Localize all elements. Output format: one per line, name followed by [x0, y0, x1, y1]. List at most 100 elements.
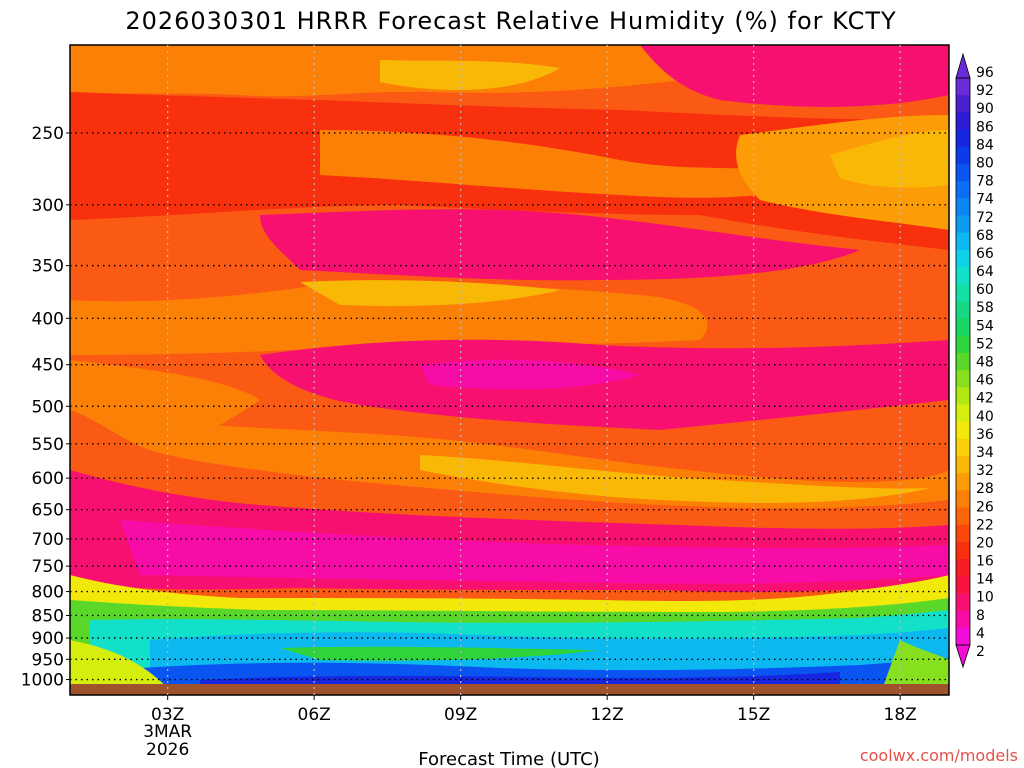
surface-dry-wedge: [70, 640, 170, 690]
y-tick-label: 650: [32, 501, 64, 521]
colorbar-label: 42: [976, 391, 994, 407]
y-tick-label: 450: [32, 356, 64, 376]
colorbar-swatch: [956, 610, 970, 629]
x-axis-label: Forecast Time (UTC): [418, 749, 599, 768]
colorbar-swatch: [956, 438, 970, 457]
colorbar-label: 66: [976, 246, 994, 262]
colorbar-swatch: [956, 335, 970, 354]
colorbar-label: 90: [976, 101, 994, 117]
colorbar-swatch: [956, 370, 970, 388]
colorbar-label: 80: [976, 155, 994, 171]
ground-below-surface: [70, 684, 949, 695]
colorbar-label: 46: [976, 373, 994, 389]
colorbar-label: 26: [976, 499, 994, 515]
colorbar-label: 22: [976, 517, 994, 533]
colorbar-swatch: [956, 387, 970, 405]
magenta-band-mid: [260, 209, 860, 281]
colorbar-label: 84: [976, 137, 994, 153]
y-tick-label: 800: [32, 583, 64, 603]
colorbar-swatch: [956, 95, 970, 113]
y-tick-label: 500: [32, 397, 64, 417]
colorbar-label: 92: [976, 83, 994, 99]
colorbar-swatch: [956, 163, 970, 182]
colorbar: 9692908684807874726866646058545248464240…: [955, 52, 994, 669]
colorbar-label: 14: [976, 572, 994, 588]
x-date-label: 3MAR: [143, 722, 192, 742]
plot-frame: [69, 44, 950, 696]
humidity-field: [70, 45, 949, 695]
y-tick-label: 950: [32, 650, 64, 670]
colorbar-swatch: [956, 267, 970, 285]
colorbar-swatch: [956, 215, 970, 234]
x-tick-label: 03Z: [151, 705, 184, 725]
colorbar-swatch: [956, 249, 970, 268]
colorbar-label: 86: [976, 119, 994, 135]
colorbar-label: 52: [976, 336, 994, 352]
colorbar-label: 58: [976, 300, 994, 316]
x-tick-label: 09Z: [444, 705, 477, 725]
magenta-band-bottom-core: [120, 520, 949, 584]
orange-mid-upper: [320, 130, 820, 198]
colorbar-swatch: [956, 112, 970, 131]
colorbar-label: 64: [976, 264, 994, 280]
colorbar-label: 16: [976, 554, 994, 570]
y-axis: 250 300 350 400 450 500 550 600 650 700 750 800 850 9…: [21, 124, 70, 691]
colorbar-label: 34: [976, 445, 994, 461]
colorbar-label: 72: [976, 210, 994, 226]
colorbar-frame: [955, 77, 971, 646]
y-tick-label: 300: [32, 196, 64, 216]
colorbar-swatch: [956, 318, 970, 337]
orange-band-lower-core: [420, 455, 930, 503]
colorbar-swatch: [956, 456, 970, 474]
y-tick-label: 850: [32, 606, 64, 626]
x-year-label: 2026: [146, 740, 189, 760]
colorbar-label: 48: [976, 355, 994, 371]
colorbar-label: 32: [976, 463, 994, 479]
right-dry-core: [830, 130, 949, 188]
credit-text: coolwx.com/models: [860, 746, 1018, 765]
x-tick-label: 06Z: [298, 705, 331, 725]
y-tick-label: 350: [32, 257, 64, 277]
y-tick-label: 250: [32, 124, 64, 144]
y-tick-label: 600: [32, 469, 64, 489]
grid-lines: [70, 45, 949, 695]
colorbar-swatch: [956, 284, 970, 302]
x-tick-label: 12Z: [591, 705, 624, 725]
upper-right-moist: [640, 45, 949, 107]
colorbar-label: 78: [976, 174, 994, 190]
colorbar-swatch: [956, 524, 970, 543]
colorbar-swatch: [956, 593, 970, 612]
colorbar-swatch: [956, 404, 970, 423]
colorbar-swatch: [956, 627, 970, 646]
y-tick-label: 750: [32, 557, 64, 577]
colorbar-swatch: [956, 473, 970, 491]
x-tick-label: 15Z: [737, 705, 770, 725]
y-tick-label: 900: [32, 629, 64, 649]
colorbar-swatch: [956, 507, 970, 526]
y-tick-label: 550: [32, 435, 64, 455]
colorbar-top-arrow: [955, 52, 971, 79]
colorbar-label: 4: [976, 626, 985, 642]
colorbar-swatch: [956, 490, 970, 509]
colorbar-label: 40: [976, 409, 994, 425]
colorbar-label: 36: [976, 427, 994, 443]
colorbar-label: 54: [976, 318, 994, 334]
x-tick-label: 18Z: [884, 705, 917, 725]
magenta-band-lower-core: [420, 359, 640, 390]
orange-band-core: [300, 280, 560, 307]
colorbar-swatch: [956, 352, 970, 371]
colorbar-label: 96: [976, 65, 994, 81]
colorbar-swatch: [956, 181, 970, 199]
moist-layer-mid-green: [280, 646, 600, 661]
colorbar-label: 10: [976, 590, 994, 606]
y-tick-label: 700: [32, 530, 64, 550]
y-tick-label: 1000: [21, 671, 64, 691]
colorbar-label: 8: [976, 608, 985, 624]
colorbar-swatch: [956, 146, 970, 165]
colorbar-swatch: [956, 559, 970, 577]
right-dry-wedge: [880, 640, 949, 695]
colorbar-swatch: [956, 78, 970, 96]
y-tick-label: 400: [32, 309, 64, 329]
